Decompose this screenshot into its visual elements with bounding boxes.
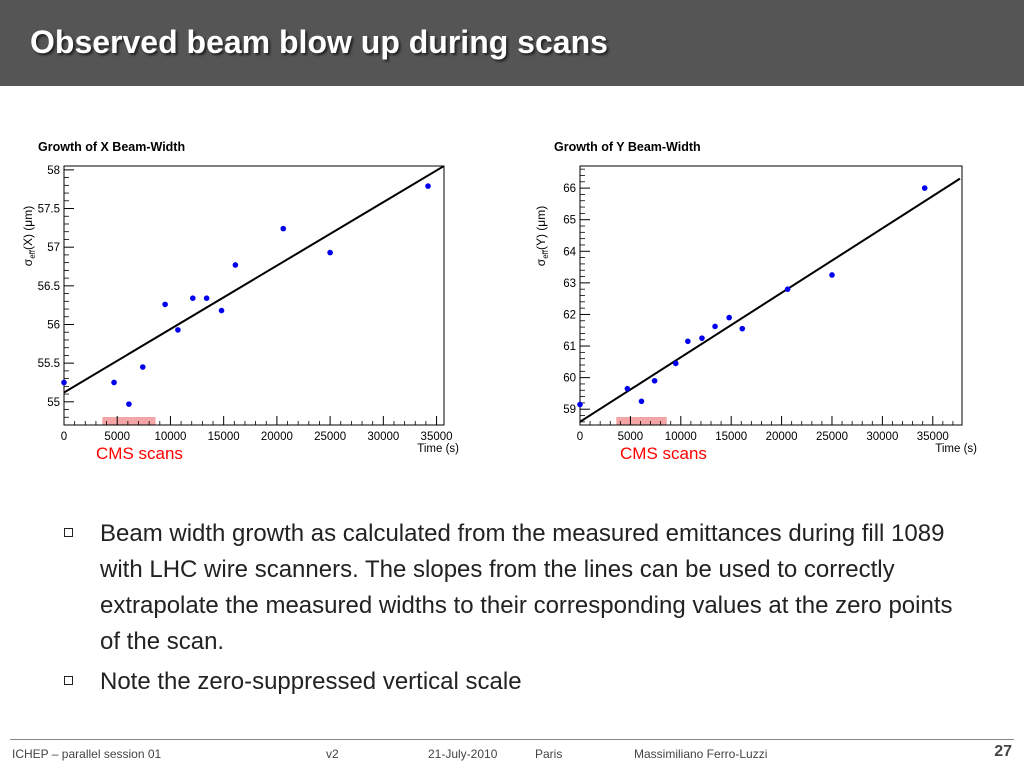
y-tick-label: 66 — [563, 183, 576, 195]
data-point — [921, 185, 928, 191]
bullet-square-icon — [64, 528, 73, 537]
page-number: 27 — [994, 743, 1012, 760]
data-point — [218, 307, 225, 314]
fit-line — [580, 177, 961, 423]
data-point — [638, 398, 645, 405]
data-point — [203, 295, 210, 302]
x-axis-label: Time (s) — [417, 443, 459, 455]
y-tick-label: 56.5 — [38, 281, 60, 293]
data-point — [712, 323, 718, 330]
cms-scans-label-y: CMS scans — [620, 444, 707, 463]
x-tick-label: 10000 — [154, 431, 186, 443]
data-point — [175, 327, 181, 333]
y-tick-label: 55 — [47, 397, 60, 409]
chart-title: Growth of X Beam-Width — [38, 140, 185, 154]
data-point — [126, 401, 132, 407]
x-tick-label: 0 — [61, 431, 67, 443]
data-point — [726, 314, 732, 321]
bullet-list: Beam width growth as calculated from the… — [60, 516, 960, 704]
x-tick-label: 10000 — [665, 431, 697, 443]
y-tick-label: 56 — [47, 319, 60, 331]
footer-session: ICHEP – parallel session 01 — [12, 747, 162, 761]
x-tick-label: 25000 — [816, 431, 848, 443]
y-tick-label: 58 — [47, 165, 60, 177]
data-point — [577, 401, 583, 408]
data-point — [685, 338, 691, 345]
x-tick-label: 30000 — [367, 431, 399, 443]
y-tick-label: 62 — [563, 309, 576, 321]
data-point — [651, 377, 658, 384]
y-tick-label: 61 — [563, 341, 576, 353]
data-point — [425, 183, 431, 189]
x-tick-label: 25000 — [314, 431, 346, 443]
y-tick-label: 59 — [563, 404, 576, 416]
x-axis-label: Time (s) — [935, 443, 977, 455]
x-tick-label: 20000 — [261, 431, 293, 443]
bullet-item: Beam width growth as calculated from the… — [60, 516, 960, 660]
data-point — [280, 225, 287, 232]
header-bar: Observed beam blow up during scans — [0, 0, 1024, 86]
x-tick-label: 5000 — [104, 431, 130, 443]
footer-version: v2 — [326, 747, 339, 761]
x-tick-label: 35000 — [421, 431, 453, 443]
cms-scan-band — [102, 417, 156, 425]
cms-scan-band — [616, 417, 667, 425]
x-tick-label: 5000 — [618, 431, 644, 443]
data-point — [189, 295, 196, 302]
data-point — [624, 385, 631, 392]
data-point — [327, 249, 333, 256]
bullet-square-icon — [64, 676, 73, 685]
data-point — [139, 364, 146, 370]
y-tick-label: 60 — [563, 373, 576, 385]
y-tick-label: 64 — [563, 246, 576, 258]
data-point — [111, 379, 117, 386]
x-tick-label: 15000 — [208, 431, 240, 443]
data-point — [61, 379, 67, 386]
chart-y-beam-width: Growth of Y Beam-Width 0 5000 10000 15000 200… — [534, 140, 977, 455]
y-tick-label: 57 — [47, 242, 60, 254]
data-point — [739, 325, 746, 332]
y-tick-label: 63 — [563, 278, 576, 290]
x-tick-label: 15000 — [715, 431, 747, 443]
chart-x-beam-width: Growth of X Beam-Width 0 5000 10000 15000 200… — [21, 140, 459, 455]
footer-location: Paris — [535, 747, 563, 761]
footer-author: Massimiliano Ferro-Luzzi — [634, 747, 768, 761]
x-tick-label: 35000 — [917, 431, 949, 443]
bullet-text: Beam width growth as calculated from the… — [100, 520, 953, 655]
plot-frame — [63, 165, 445, 426]
y-tick-label: 55.5 — [38, 358, 60, 370]
y-tick-label: 65 — [563, 215, 576, 227]
slide-title: Observed beam blow up during scans — [30, 24, 608, 60]
footer-divider — [10, 739, 1014, 740]
y-axis-label: σeff(X) (μm) — [21, 206, 37, 266]
cms-scans-label-x: CMS scans — [96, 444, 183, 463]
y-tick-label: 57.5 — [38, 204, 60, 216]
data-point — [699, 335, 705, 341]
data-point — [672, 360, 679, 367]
bullet-text: Note the zero-suppressed vertical scale — [100, 668, 522, 695]
footer-date: 21-July-2010 — [428, 747, 498, 761]
data-point — [784, 286, 791, 292]
data-point — [829, 272, 835, 278]
x-tick-label: 20000 — [766, 431, 798, 443]
y-axis-label: σeff(Y) (μm) — [534, 206, 550, 266]
bullet-item: Note the zero-suppressed vertical scale — [60, 664, 960, 700]
data-point — [232, 262, 239, 268]
x-tick-label: 0 — [577, 431, 583, 443]
fit-line — [64, 166, 444, 394]
chart-title: Growth of Y Beam-Width — [554, 140, 701, 154]
data-point — [162, 301, 168, 308]
x-tick-label: 30000 — [866, 431, 898, 443]
